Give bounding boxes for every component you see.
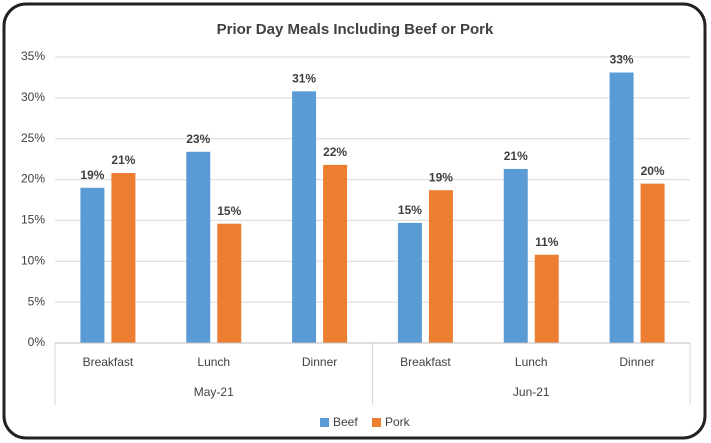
x-tick-label: Dinner bbox=[302, 355, 337, 369]
y-tick-label: 20% bbox=[21, 172, 45, 186]
legend-label: Pork bbox=[385, 415, 411, 429]
data-label: 20% bbox=[641, 164, 665, 178]
bar bbox=[609, 72, 634, 344]
bar bbox=[111, 173, 136, 343]
bar bbox=[640, 183, 665, 343]
y-tick-label: 5% bbox=[28, 294, 46, 308]
y-tick-label: 0% bbox=[28, 335, 46, 349]
bar bbox=[80, 187, 105, 343]
x-tick-label: Lunch bbox=[197, 355, 230, 369]
x-tick-label: Breakfast bbox=[400, 355, 451, 369]
data-label: 33% bbox=[610, 53, 634, 67]
y-tick-label: 35% bbox=[21, 49, 45, 63]
legend-swatch bbox=[372, 418, 381, 427]
y-tick-label: 15% bbox=[21, 213, 45, 227]
chart-title: Prior Day Meals Including Beef or Pork bbox=[217, 21, 494, 38]
bar bbox=[397, 222, 422, 343]
legend-label: Beef bbox=[333, 415, 358, 429]
x-tick-label: Lunch bbox=[515, 355, 548, 369]
legend-swatch bbox=[320, 418, 329, 427]
bar bbox=[503, 168, 528, 343]
bar bbox=[534, 254, 559, 343]
group-label: May-21 bbox=[194, 385, 234, 399]
data-label: 21% bbox=[111, 153, 135, 167]
data-label: 21% bbox=[504, 149, 528, 163]
y-tick-label: 30% bbox=[21, 90, 45, 104]
bar bbox=[428, 190, 453, 343]
group-label: Jun-21 bbox=[513, 385, 550, 399]
bar bbox=[292, 91, 317, 343]
x-tick-label: Breakfast bbox=[83, 355, 134, 369]
data-label: 23% bbox=[186, 132, 210, 146]
bar bbox=[217, 223, 242, 343]
data-label: 15% bbox=[398, 203, 422, 217]
bar bbox=[186, 151, 211, 343]
x-tick-label: Dinner bbox=[619, 355, 654, 369]
data-label: 19% bbox=[429, 170, 453, 184]
data-label: 11% bbox=[535, 235, 559, 249]
data-label: 31% bbox=[292, 71, 316, 85]
y-tick-label: 25% bbox=[21, 131, 45, 145]
data-label: 15% bbox=[217, 204, 241, 218]
y-tick-label: 10% bbox=[21, 253, 45, 267]
data-label: 19% bbox=[80, 168, 104, 182]
bar bbox=[323, 164, 348, 343]
data-label: 22% bbox=[323, 145, 347, 159]
